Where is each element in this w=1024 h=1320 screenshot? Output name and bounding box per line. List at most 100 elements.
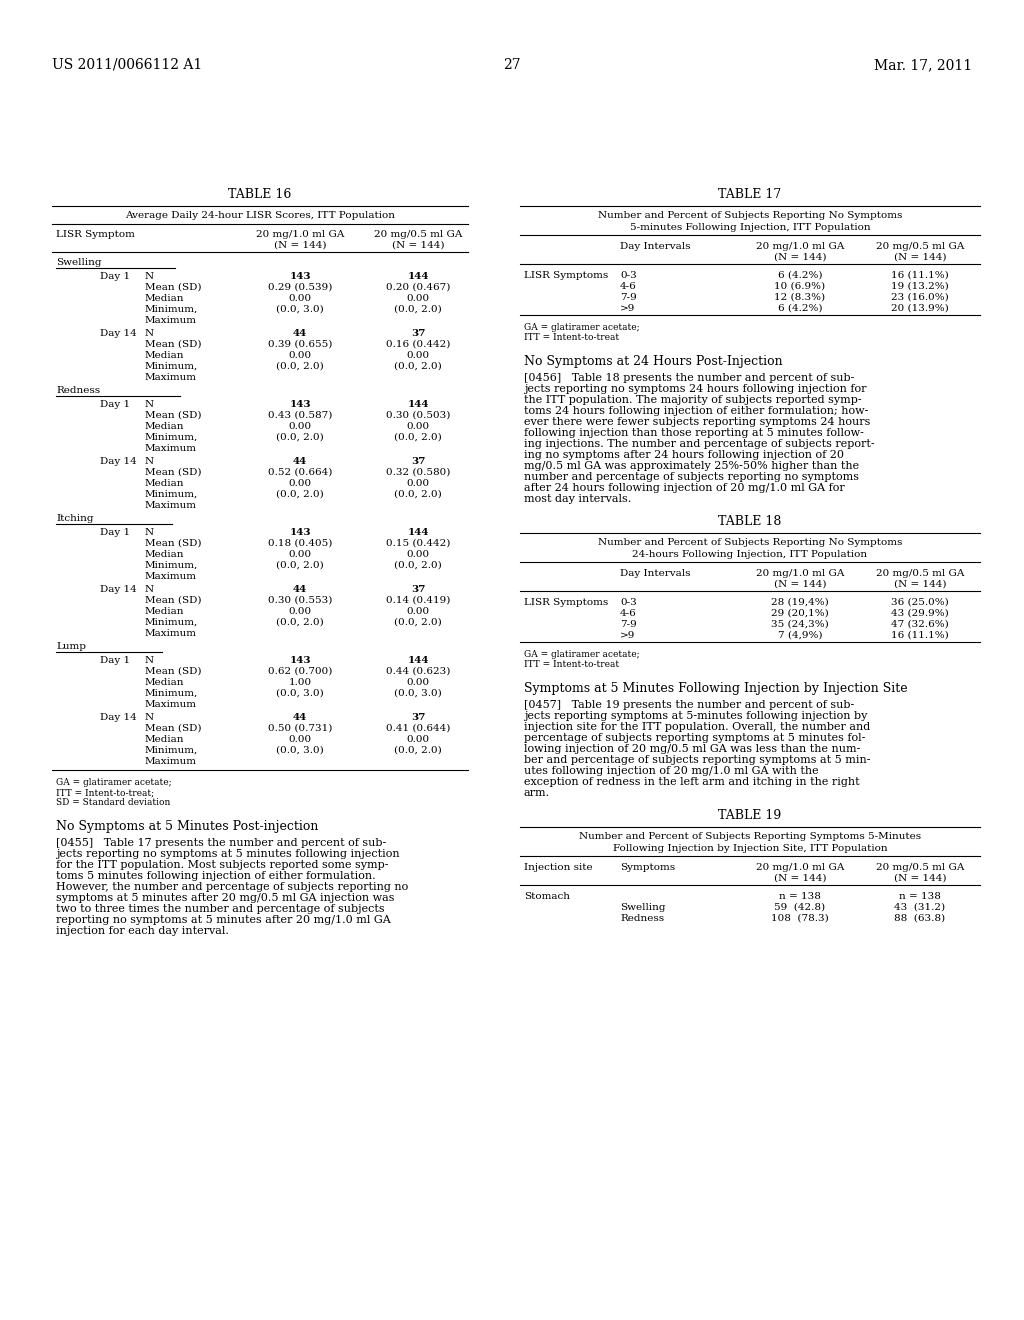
Text: 0.16 (0.442): 0.16 (0.442) [386,341,451,348]
Text: Maximum: Maximum [145,444,197,453]
Text: Mean (SD): Mean (SD) [145,723,202,733]
Text: Day Intervals: Day Intervals [620,569,690,578]
Text: Day Intervals: Day Intervals [620,242,690,251]
Text: ITT = Intent-to-treat: ITT = Intent-to-treat [524,660,620,669]
Text: LISR Symptoms: LISR Symptoms [524,271,608,280]
Text: n = 138: n = 138 [899,892,941,902]
Text: symptoms at 5 minutes after 20 mg/0.5 ml GA injection was: symptoms at 5 minutes after 20 mg/0.5 ml… [56,894,394,903]
Text: 29 (20,1%): 29 (20,1%) [771,609,828,618]
Text: N: N [145,713,155,722]
Text: TABLE 16: TABLE 16 [228,187,292,201]
Text: (0.0, 2.0): (0.0, 2.0) [394,618,442,627]
Text: (0.0, 2.0): (0.0, 2.0) [394,362,442,371]
Text: (0.0, 3.0): (0.0, 3.0) [276,305,324,314]
Text: [0457]   Table 19 presents the number and percent of sub-: [0457] Table 19 presents the number and … [524,700,854,710]
Text: 0.00: 0.00 [289,735,311,744]
Text: Median: Median [145,735,184,744]
Text: 37: 37 [411,585,425,594]
Text: 0.00: 0.00 [407,607,429,616]
Text: However, the number and percentage of subjects reporting no: However, the number and percentage of su… [56,882,409,892]
Text: jects reporting no symptoms 24 hours following injection for: jects reporting no symptoms 24 hours fol… [524,384,866,393]
Text: 0.41 (0.644): 0.41 (0.644) [386,723,451,733]
Text: (N = 144): (N = 144) [774,874,826,883]
Text: Minimum,: Minimum, [145,490,199,499]
Text: 37: 37 [411,713,425,722]
Text: >9: >9 [620,304,635,313]
Text: toms 5 minutes following injection of either formulation.: toms 5 minutes following injection of ei… [56,871,376,880]
Text: Day 14: Day 14 [100,713,137,722]
Text: Day 14: Day 14 [100,329,137,338]
Text: Minimum,: Minimum, [145,689,199,698]
Text: >9: >9 [620,631,635,640]
Text: Mean (SD): Mean (SD) [145,539,202,548]
Text: 59  (42.8): 59 (42.8) [774,903,825,912]
Text: N: N [145,400,155,409]
Text: (0.0, 2.0): (0.0, 2.0) [394,561,442,570]
Text: 7-9: 7-9 [620,620,637,630]
Text: ing no symptoms after 24 hours following injection of 20: ing no symptoms after 24 hours following… [524,450,844,459]
Text: 0.00: 0.00 [289,351,311,360]
Text: Symptoms: Symptoms [620,863,675,873]
Text: (0.0, 3.0): (0.0, 3.0) [394,689,442,698]
Text: Injection site: Injection site [524,863,593,873]
Text: (0.0, 2.0): (0.0, 2.0) [276,561,324,570]
Text: 144: 144 [408,272,429,281]
Text: the ITT population. The majority of subjects reported symp-: the ITT population. The majority of subj… [524,395,861,405]
Text: 0.20 (0.467): 0.20 (0.467) [386,282,451,292]
Text: [0456]   Table 18 presents the number and percent of sub-: [0456] Table 18 presents the number and … [524,374,854,383]
Text: most day intervals.: most day intervals. [524,494,631,504]
Text: Mean (SD): Mean (SD) [145,341,202,348]
Text: 20 mg/0.5 ml GA: 20 mg/0.5 ml GA [876,242,965,251]
Text: Redness: Redness [56,385,100,395]
Text: Day 1: Day 1 [100,656,130,665]
Text: 44: 44 [293,713,307,722]
Text: 36 (25.0%): 36 (25.0%) [891,598,949,607]
Text: (0.0, 2.0): (0.0, 2.0) [276,433,324,442]
Text: 0.15 (0.442): 0.15 (0.442) [386,539,451,548]
Text: 20 mg/1.0 ml GA: 20 mg/1.0 ml GA [256,230,344,239]
Text: 6 (4.2%): 6 (4.2%) [778,304,822,313]
Text: 0.00: 0.00 [289,607,311,616]
Text: 0.52 (0.664): 0.52 (0.664) [268,469,332,477]
Text: Itching: Itching [56,513,93,523]
Text: 16 (11.1%): 16 (11.1%) [891,271,949,280]
Text: LISR Symptom: LISR Symptom [56,230,135,239]
Text: 0.50 (0.731): 0.50 (0.731) [268,723,332,733]
Text: 20 mg/1.0 ml GA: 20 mg/1.0 ml GA [756,863,844,873]
Text: Minimum,: Minimum, [145,618,199,627]
Text: toms 24 hours following injection of either formulation; how-: toms 24 hours following injection of eit… [524,407,868,416]
Text: N: N [145,528,155,537]
Text: 20 mg/0.5 ml GA: 20 mg/0.5 ml GA [876,569,965,578]
Text: percentage of subjects reporting symptoms at 5 minutes fol-: percentage of subjects reporting symptom… [524,733,865,743]
Text: n = 138: n = 138 [779,892,821,902]
Text: Maximum: Maximum [145,572,197,581]
Text: arm.: arm. [524,788,550,799]
Text: (N = 144): (N = 144) [894,874,946,883]
Text: 108  (78.3): 108 (78.3) [771,913,828,923]
Text: Median: Median [145,550,184,558]
Text: 23 (16.0%): 23 (16.0%) [891,293,949,302]
Text: N: N [145,585,155,594]
Text: 0.00: 0.00 [407,479,429,488]
Text: Minimum,: Minimum, [145,305,199,314]
Text: 0.44 (0.623): 0.44 (0.623) [386,667,451,676]
Text: 144: 144 [408,656,429,665]
Text: jects reporting symptoms at 5-minutes following injection by: jects reporting symptoms at 5-minutes fo… [524,711,867,721]
Text: [0455]   Table 17 presents the number and percent of sub-: [0455] Table 17 presents the number and … [56,838,386,847]
Text: 19 (13.2%): 19 (13.2%) [891,282,949,290]
Text: 16 (11.1%): 16 (11.1%) [891,631,949,640]
Text: TABLE 17: TABLE 17 [719,187,781,201]
Text: Mean (SD): Mean (SD) [145,597,202,605]
Text: Day 1: Day 1 [100,528,130,537]
Text: 6 (4.2%): 6 (4.2%) [778,271,822,280]
Text: 20 mg/0.5 ml GA: 20 mg/0.5 ml GA [374,230,462,239]
Text: utes following injection of 20 mg/1.0 ml GA with the: utes following injection of 20 mg/1.0 ml… [524,766,818,776]
Text: 43 (29.9%): 43 (29.9%) [891,609,949,618]
Text: LISR Symptoms: LISR Symptoms [524,598,608,607]
Text: (0.0, 2.0): (0.0, 2.0) [394,433,442,442]
Text: 144: 144 [408,528,429,537]
Text: exception of redness in the left arm and itching in the right: exception of redness in the left arm and… [524,777,859,787]
Text: Median: Median [145,422,184,432]
Text: Day 1: Day 1 [100,272,130,281]
Text: 43  (31.2): 43 (31.2) [894,903,945,912]
